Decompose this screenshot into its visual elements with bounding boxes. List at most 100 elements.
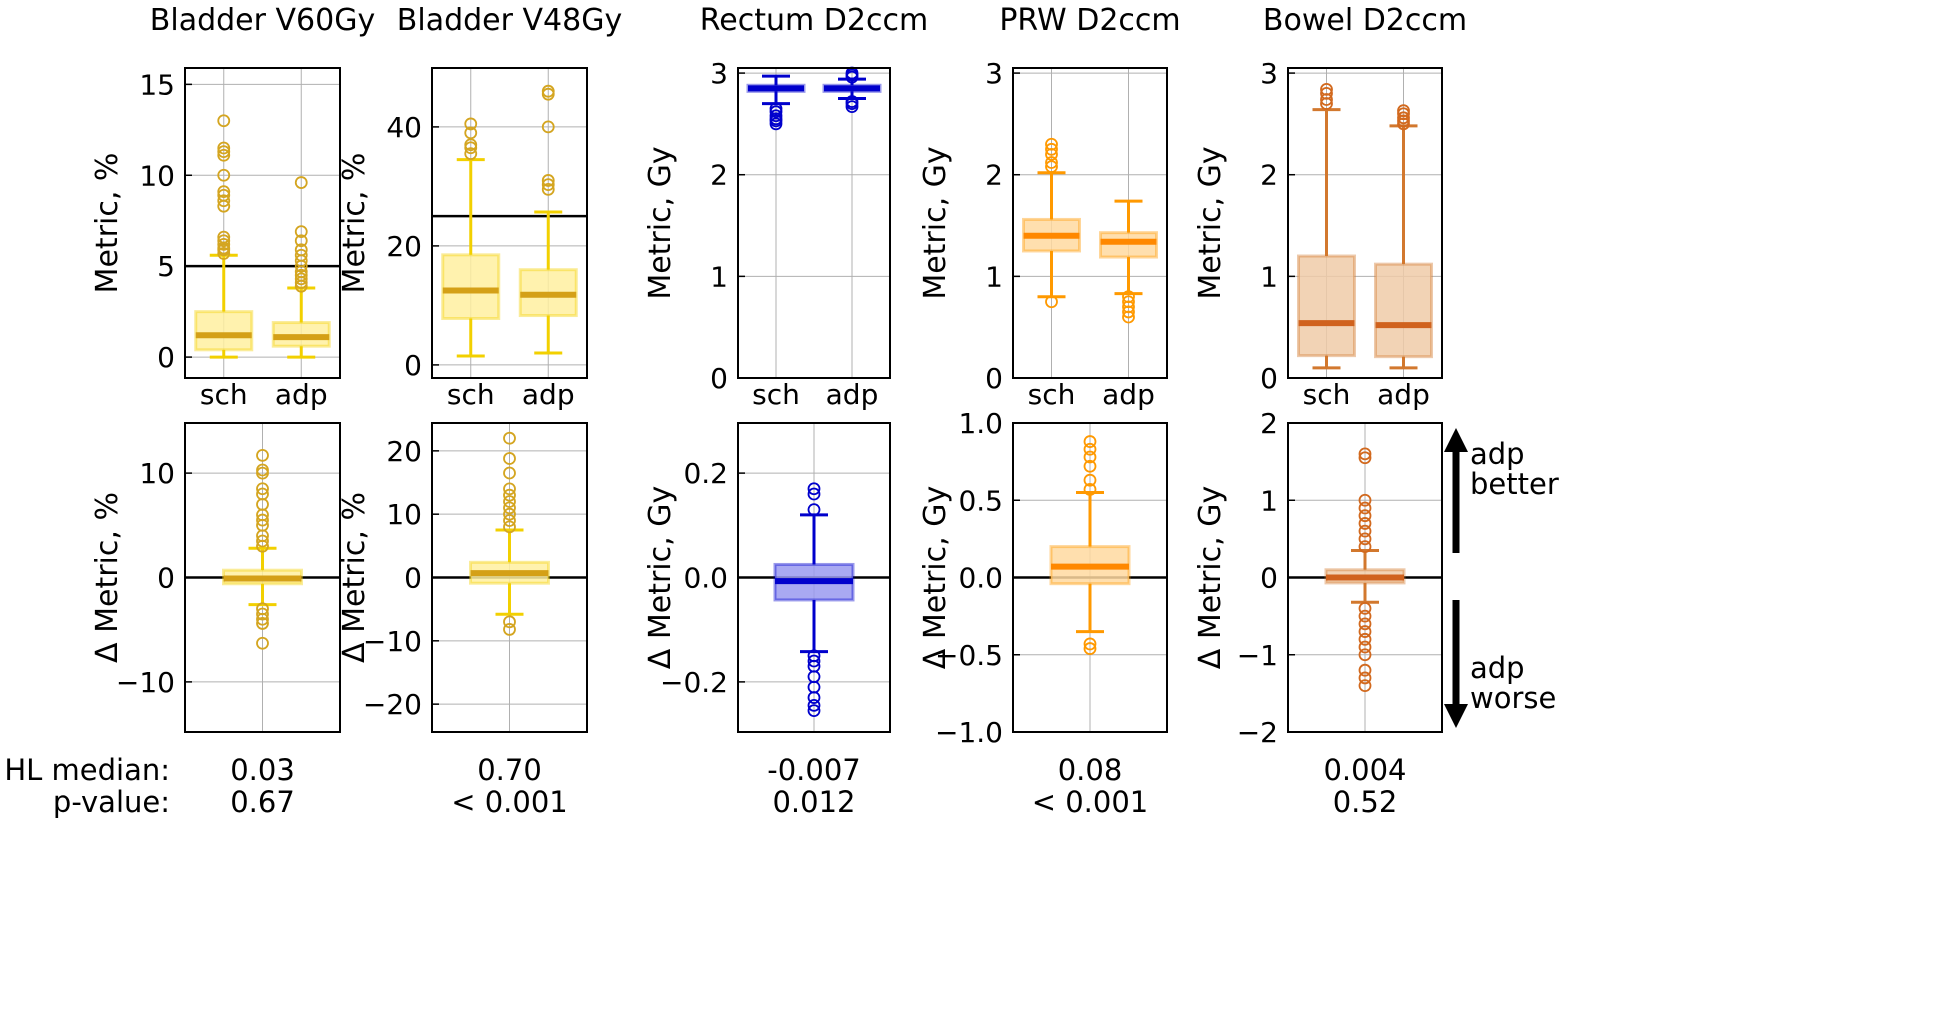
outlier-point [503, 452, 516, 465]
outlier-point [503, 488, 516, 502]
x-tick-label: adp [275, 378, 328, 411]
y-tick-label: 40 [386, 111, 422, 144]
outlier-point [1358, 493, 1372, 507]
outlier-point [464, 126, 478, 140]
hl-median-value: -0.007 [767, 753, 861, 787]
adp-worse-arrow [1444, 600, 1468, 728]
plot-frame [1012, 422, 1168, 733]
outlier-point [1083, 473, 1097, 487]
y-tick-label: 3 [710, 57, 728, 90]
top-axes-3: 0 1 2 3 sch adp Metric, Gy [918, 57, 1168, 411]
box-iqr [1374, 262, 1433, 359]
plot-frame [1287, 422, 1443, 733]
outlier-point [256, 636, 269, 650]
outlier-point [1358, 517, 1372, 530]
hl-median-label: HL median: [4, 753, 170, 787]
outlier-point [1358, 679, 1372, 693]
y-tick-label: 20 [386, 435, 422, 468]
outlier-point [769, 102, 783, 116]
top-axes-2: 0 1 2 3 sch adp Metric, Gy [643, 57, 891, 411]
y-tick-label: 5 [157, 250, 175, 283]
y-tick-label: 2 [1260, 407, 1278, 440]
box-iqr [1297, 254, 1356, 358]
outlier-point [807, 704, 821, 717]
outlier-point [217, 237, 231, 251]
outlier-point [503, 431, 516, 445]
y-tick-label: 10 [139, 159, 175, 192]
outlier-point [1122, 295, 1135, 309]
hl-median-value: 0.70 [477, 753, 542, 787]
plot-frame [1012, 67, 1168, 379]
outlier-point [503, 482, 516, 496]
outlier-point [256, 513, 269, 527]
box-iqr [441, 253, 501, 320]
y-tick-label: 2 [985, 159, 1003, 192]
outlier-point [217, 194, 231, 208]
y-tick-label: 1 [1260, 260, 1278, 293]
outlier-point [464, 117, 478, 131]
outlier-point [1045, 156, 1058, 169]
outlier-point [541, 182, 555, 196]
outlier-point [503, 501, 516, 515]
panel-title: PRW D2ccm [999, 3, 1180, 38]
outlier-point [294, 268, 308, 282]
y-tick-label: 0.0 [683, 562, 728, 595]
outlier-point [1045, 160, 1058, 173]
y-tick-label: 1.0 [958, 407, 1003, 440]
y-axis-label: Δ Metric, Gy [1193, 486, 1228, 669]
box-iqr [194, 310, 254, 352]
outlier-point [1397, 111, 1410, 125]
y-tick-label: 0.0 [958, 562, 1003, 595]
y-tick-label: 0 [1260, 562, 1278, 595]
top-axes-4: 0 1 2 3 sch adp Metric, Gy [1193, 57, 1443, 411]
outlier-point [807, 503, 821, 517]
outlier-point [807, 482, 821, 496]
y-tick-label: −20 [363, 688, 422, 721]
p-value-value: < 0.001 [1032, 785, 1149, 819]
x-tick-label: sch [200, 378, 248, 411]
outlier-point [1083, 483, 1097, 496]
y-tick-label: 10 [139, 457, 175, 490]
y-axis-label: Δ Metric, Gy [918, 486, 953, 669]
outlier-point [1358, 609, 1372, 623]
y-tick-label: 2 [710, 159, 728, 192]
y-axis-label: Δ Metric, % [90, 492, 125, 663]
outlier-point [256, 482, 269, 496]
outlier-point [503, 507, 516, 521]
outlier-point [1358, 540, 1372, 553]
outlier-point [1045, 142, 1058, 156]
y-tick-label: 15 [139, 68, 175, 101]
outlier-point [1045, 137, 1058, 151]
panel-title: Bladder V48Gy [397, 3, 622, 38]
outlier-point [769, 109, 783, 123]
outlier-point [1045, 295, 1058, 309]
p-value-value: 0.52 [1333, 785, 1398, 819]
outlier-point [1083, 435, 1097, 448]
outlier-point [541, 84, 555, 98]
y-tick-label: −0.5 [935, 639, 1003, 672]
outlier-point [294, 272, 308, 286]
y-tick-label: 0 [404, 562, 422, 595]
outlier-point [1358, 447, 1372, 461]
outlier-point [541, 174, 555, 187]
panel-title: Rectum D2ccm [700, 3, 928, 38]
outlier-point [1358, 617, 1372, 631]
outlier-point [1358, 640, 1372, 654]
outlier-point [217, 188, 231, 202]
p-value-label: p-value: [53, 785, 170, 819]
top-axes-0: 0 5 10 15 sch adp Metric, % [90, 67, 341, 411]
y-tick-label: 0 [157, 562, 175, 595]
outlier-point [1358, 602, 1372, 615]
outlier-point [256, 487, 269, 501]
outlier-point [1358, 524, 1372, 538]
outlier-point [464, 138, 478, 152]
worse-annotation-1: adp [1470, 651, 1525, 685]
outlier-point [503, 623, 516, 636]
bottom-axes-1: −20 −10 0 10 20 Δ Metric, % [337, 422, 588, 733]
outlier-point [256, 607, 269, 621]
outlier-point [294, 248, 308, 262]
outlier-point [1083, 642, 1097, 655]
outlier-point [503, 615, 516, 629]
outlier-point [1358, 648, 1372, 662]
